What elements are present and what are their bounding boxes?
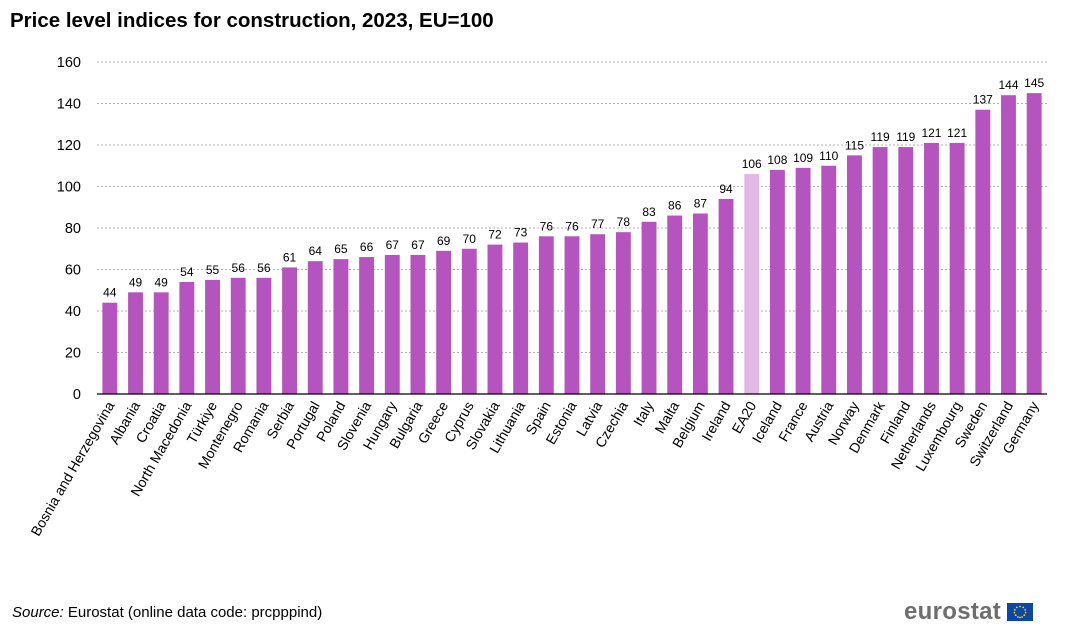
data-label: 119 bbox=[871, 130, 890, 144]
bar bbox=[179, 281, 195, 394]
bar bbox=[410, 254, 426, 394]
source-text: Eurostat (online data code: prcpppind) bbox=[67, 604, 323, 621]
data-label: 87 bbox=[694, 196, 708, 210]
data-label: 109 bbox=[793, 151, 813, 165]
data-label: 77 bbox=[591, 217, 605, 231]
data-label: 55 bbox=[206, 263, 220, 277]
data-label: 67 bbox=[386, 238, 400, 252]
bar bbox=[667, 215, 683, 394]
bar bbox=[718, 198, 734, 394]
bar bbox=[256, 277, 272, 394]
data-label: 119 bbox=[896, 130, 915, 144]
bar bbox=[692, 213, 708, 394]
data-label: 94 bbox=[719, 182, 733, 196]
bar bbox=[153, 292, 169, 394]
eurostat-logo: eurostat bbox=[904, 598, 1034, 626]
bar bbox=[641, 221, 657, 394]
data-label: 56 bbox=[232, 261, 246, 275]
bar bbox=[384, 254, 400, 394]
bar-chart: 0 20 40 60 80 100 120 140 160 44 Bosnia and Herzeg… bbox=[27, 55, 1047, 539]
data-label: 49 bbox=[129, 275, 143, 289]
y-tick-label: 120 bbox=[57, 138, 81, 154]
bar bbox=[795, 167, 811, 394]
data-label: 67 bbox=[411, 238, 425, 252]
data-label: 121 bbox=[947, 126, 967, 140]
y-tick-label: 80 bbox=[65, 221, 81, 237]
bar bbox=[846, 155, 862, 394]
data-label: 78 bbox=[617, 215, 631, 229]
chart-title: Price level indices for construction, 20… bbox=[10, 9, 494, 32]
bar bbox=[333, 259, 349, 394]
bar bbox=[975, 109, 991, 394]
bar bbox=[282, 267, 298, 394]
data-label: 83 bbox=[642, 205, 656, 219]
data-label: 66 bbox=[360, 240, 374, 254]
data-label: 65 bbox=[334, 242, 348, 256]
bar bbox=[615, 232, 631, 394]
y-tick-label: 0 bbox=[73, 387, 81, 403]
bar bbox=[1026, 93, 1042, 394]
y-tick-label: 140 bbox=[57, 97, 81, 113]
data-label: 115 bbox=[845, 138, 864, 152]
data-label: 76 bbox=[565, 219, 579, 233]
bar bbox=[564, 236, 580, 394]
bar bbox=[487, 244, 503, 394]
data-label: 110 bbox=[819, 149, 838, 163]
y-tick-label: 60 bbox=[65, 263, 81, 279]
data-label: 56 bbox=[257, 261, 271, 275]
bar bbox=[359, 257, 375, 394]
bar bbox=[898, 147, 914, 394]
source-note: Source: Eurostat (online data code: prcp… bbox=[12, 604, 322, 621]
bar bbox=[949, 142, 965, 394]
data-label: 49 bbox=[155, 275, 169, 289]
bar bbox=[1001, 95, 1016, 394]
bar bbox=[307, 261, 323, 394]
bar bbox=[821, 165, 837, 394]
data-label: 73 bbox=[514, 226, 528, 240]
bar bbox=[744, 174, 760, 394]
bar bbox=[513, 242, 529, 394]
data-label: 72 bbox=[488, 228, 502, 242]
data-label: 144 bbox=[998, 78, 1018, 92]
y-tick-label: 160 bbox=[57, 55, 81, 71]
bar bbox=[102, 302, 118, 394]
bar bbox=[205, 279, 220, 394]
bar bbox=[924, 142, 939, 394]
y-tick-label: 40 bbox=[65, 304, 81, 320]
bar bbox=[128, 292, 143, 394]
data-label: 137 bbox=[973, 93, 993, 107]
source-label: Source: bbox=[12, 604, 64, 621]
bar bbox=[538, 236, 554, 394]
x-tick-label: Bosnia and Herzegovina bbox=[27, 398, 117, 538]
data-label: 121 bbox=[921, 126, 941, 140]
bar bbox=[461, 248, 477, 394]
data-label: 106 bbox=[742, 157, 762, 171]
data-label: 76 bbox=[540, 219, 554, 233]
logo-text: eurostat bbox=[904, 598, 1002, 625]
bar bbox=[769, 169, 785, 394]
data-label: 108 bbox=[767, 153, 787, 167]
bar bbox=[590, 234, 606, 394]
data-label: 70 bbox=[463, 232, 477, 246]
y-tick-label: 20 bbox=[65, 346, 81, 362]
data-label: 64 bbox=[309, 244, 323, 258]
data-label: 86 bbox=[668, 199, 682, 213]
bar bbox=[436, 250, 452, 394]
bar bbox=[872, 147, 888, 394]
data-label: 54 bbox=[180, 265, 194, 279]
y-tick-label: 100 bbox=[57, 180, 81, 196]
bar bbox=[230, 277, 246, 394]
eu-flag-icon bbox=[1007, 603, 1034, 621]
data-label: 61 bbox=[283, 250, 297, 264]
data-label: 145 bbox=[1024, 76, 1044, 90]
data-label: 69 bbox=[437, 234, 451, 248]
data-label: 44 bbox=[103, 286, 117, 300]
